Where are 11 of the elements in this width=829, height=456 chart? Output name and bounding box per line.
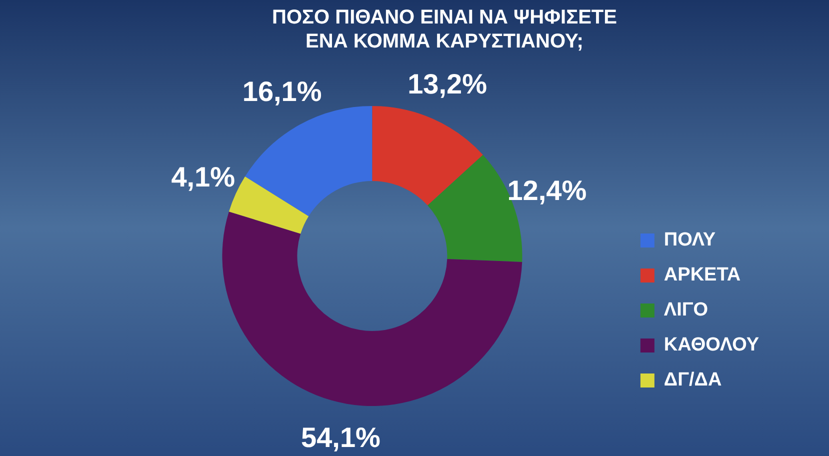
data-label: 16,1% [242,76,322,108]
legend-label: ΚΑΘΟΛΟΥ [664,334,760,356]
legend-label: ΛΙΓΟ [664,300,708,321]
data-label: 54,1% [301,422,381,454]
chart-title: ΠΟΣΟ ΠΙΘΑΝΟ ΕΙΝΑΙ ΝΑ ΨΗΦΙΣΕΤΕ ΕΝΑ ΚΟΜΜΑ ΚΑΡΥΣΤΙΑΝΟΥ; [272,6,617,53]
data-label: 4,1% [171,161,236,192]
data-label: 12,4% [507,174,587,206]
legend-label: ΔΓ/ΔΑ [664,370,722,391]
legend-label: ΠΟΛΥ [664,230,716,251]
legend-label: ΑΡΚΕΤΑ [664,264,741,286]
data-label: 13,2% [408,68,488,100]
